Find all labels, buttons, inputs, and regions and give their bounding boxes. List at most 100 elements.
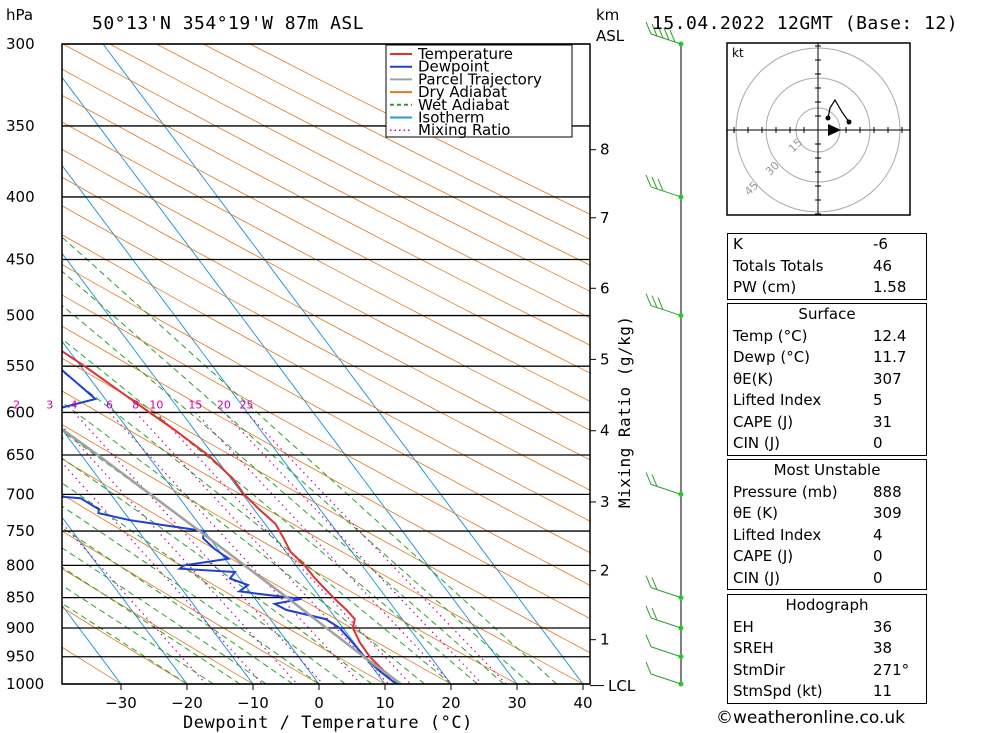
pressure-tick-label: 750 <box>6 522 35 540</box>
pressure-tick-label: 350 <box>6 117 35 135</box>
hodograph-title: Hodograph <box>785 596 869 614</box>
wind-barb <box>645 174 682 198</box>
temperature-tick-label: 30 <box>507 694 526 712</box>
data-series <box>62 349 402 684</box>
km-unit: km <box>596 6 619 24</box>
wet-adiabat-line <box>62 505 320 684</box>
wet-adiabat-line <box>62 430 399 684</box>
mixing-ratio-axis-label: Mixing Ratio (g/kg) <box>615 315 634 508</box>
wet-adiabat-line <box>62 566 241 684</box>
wind-barb <box>645 634 682 658</box>
mu-row: CAPE (J) 0 <box>733 547 883 565</box>
most-unstable-title: Most Unstable <box>773 461 881 479</box>
hodo-row: StmSpd (kt) 11 <box>733 682 893 700</box>
hodograph-unit: kt <box>732 46 744 60</box>
height-tick-label: 1 <box>600 631 610 649</box>
legend-label: Isotherm <box>418 109 485 127</box>
dry-adiabat-line <box>62 121 590 402</box>
mixing-ratio-label: 15 <box>188 398 202 411</box>
storm-motion-arrow <box>828 124 841 136</box>
surface-row: Lifted Index 5 <box>733 391 883 409</box>
dry-adiabat-line <box>62 68 590 346</box>
wind-barb <box>645 575 682 599</box>
height-tick-label: 7 <box>600 209 610 227</box>
copyright-footer[interactable]: ©weatheronline.co.uk <box>716 708 906 728</box>
temperature-tick-label: −10 <box>237 694 269 712</box>
dry-adiabat-line <box>62 606 188 684</box>
isotherm-line <box>62 516 188 684</box>
mixing-ratio-label: 4 <box>71 398 78 411</box>
hodograph-point <box>825 115 831 121</box>
index-row-totals: Totals Totals 46 <box>733 256 893 275</box>
mixing-ratio-label: 8 <box>132 398 139 411</box>
legend-label: Dewpoint <box>418 58 489 76</box>
location-title: 50°13'N 354°19'W 87m ASL <box>92 13 364 34</box>
dry-adiabat-line <box>62 494 386 684</box>
index-row-pw: PW (cm) 1.58 <box>733 278 907 296</box>
hodo-row: SREH 38 <box>733 639 893 657</box>
wind-barb <box>645 21 682 45</box>
mixing-ratio-label: 25 <box>239 398 253 411</box>
pressure-tick-label: 300 <box>6 35 35 53</box>
temperature-tick-label: 10 <box>375 694 394 712</box>
wind-barb <box>645 661 682 685</box>
surface-row: CAPE (J) 31 <box>733 412 893 431</box>
surface-table: Surface Temp (°C) 12.4 Dewp (°C) 11.7 θE(K… <box>727 303 927 456</box>
asl-unit: ASL <box>596 27 625 45</box>
surface-row: Dewp (°C) 11.7 <box>733 348 907 366</box>
wind-barb <box>645 293 682 317</box>
dry-adiabat-line <box>62 568 254 684</box>
most-unstable-table: Most Unstable Pressure (mb) 888 θE (K) 309… <box>727 459 927 590</box>
surface-row: CIN (J) 0 <box>733 434 883 452</box>
wet-adiabat-line <box>62 236 557 684</box>
temperature-tick-label: 40 <box>573 694 592 712</box>
mixing-ratio-label: 3 <box>46 398 53 411</box>
surface-row: Temp (°C) 12.4 <box>733 326 907 345</box>
wet-adiabat-line <box>62 304 505 684</box>
pressure-tick-label: 650 <box>6 446 35 464</box>
surface-title: Surface <box>798 305 856 323</box>
temperature-tick-label: 20 <box>441 694 460 712</box>
indices-table: K -6 Totals Totals 46 PW (cm) 1.58 <box>727 233 927 300</box>
height-tick-label: 8 <box>600 141 610 159</box>
wet-adiabat-line <box>62 547 267 684</box>
wind-barb <box>645 472 682 495</box>
mixing-ratio-labels: 12346810152025 <box>13 398 253 411</box>
mu-row: Lifted Index 4 <box>733 525 883 544</box>
mixing-ratio-label: 20 <box>217 398 231 411</box>
temperature-tick-label: 0 <box>314 694 324 712</box>
dry-adiabat-line <box>62 94 590 374</box>
mixing-ratio-line <box>246 412 507 684</box>
wind-profile <box>645 21 684 687</box>
pressure-tick-label: 500 <box>6 307 35 325</box>
mu-row: θE (K) 309 <box>733 504 902 522</box>
pressure-tick-label: 450 <box>6 251 35 269</box>
hodograph-table: Hodograph EH 36 SREH 38 StmDir 271° StmSpd … <box>727 594 927 704</box>
mixing-ratio-label: 10 <box>149 398 163 411</box>
mixing-ratio-line <box>62 461 263 684</box>
wind-barb <box>645 605 682 629</box>
axes: −30 −20 −10 0 10 20 30 40 8 7 6 5 4 3 2 1 <box>61 43 610 712</box>
pressure-tick-label: 700 <box>6 485 35 503</box>
dry-adiabat-line <box>203 44 590 240</box>
isotherm-line <box>62 428 254 684</box>
legend-box <box>385 44 573 138</box>
x-axis-label: Dewpoint / Temperature (°C) <box>183 713 473 733</box>
legend-label: Parcel Trajectory <box>418 70 542 88</box>
pressure-tick-label: 950 <box>6 648 35 666</box>
isotherm-line <box>62 604 122 684</box>
dry-adiabat-line <box>62 148 590 431</box>
dry-adiabat-line <box>62 530 320 684</box>
parcel-trajectory-line <box>62 427 402 684</box>
pressure-tick-label: 550 <box>6 357 35 375</box>
pressure-tick-label: 850 <box>6 589 35 607</box>
wet-adiabat-line <box>62 482 346 684</box>
mixing-ratio-line <box>223 412 483 684</box>
dry-adiabat-line <box>62 44 590 319</box>
hodo-row: StmDir 271° <box>733 660 910 679</box>
legend-label: Wet Adiabat <box>418 96 509 114</box>
height-tick-label: 6 <box>600 279 610 297</box>
